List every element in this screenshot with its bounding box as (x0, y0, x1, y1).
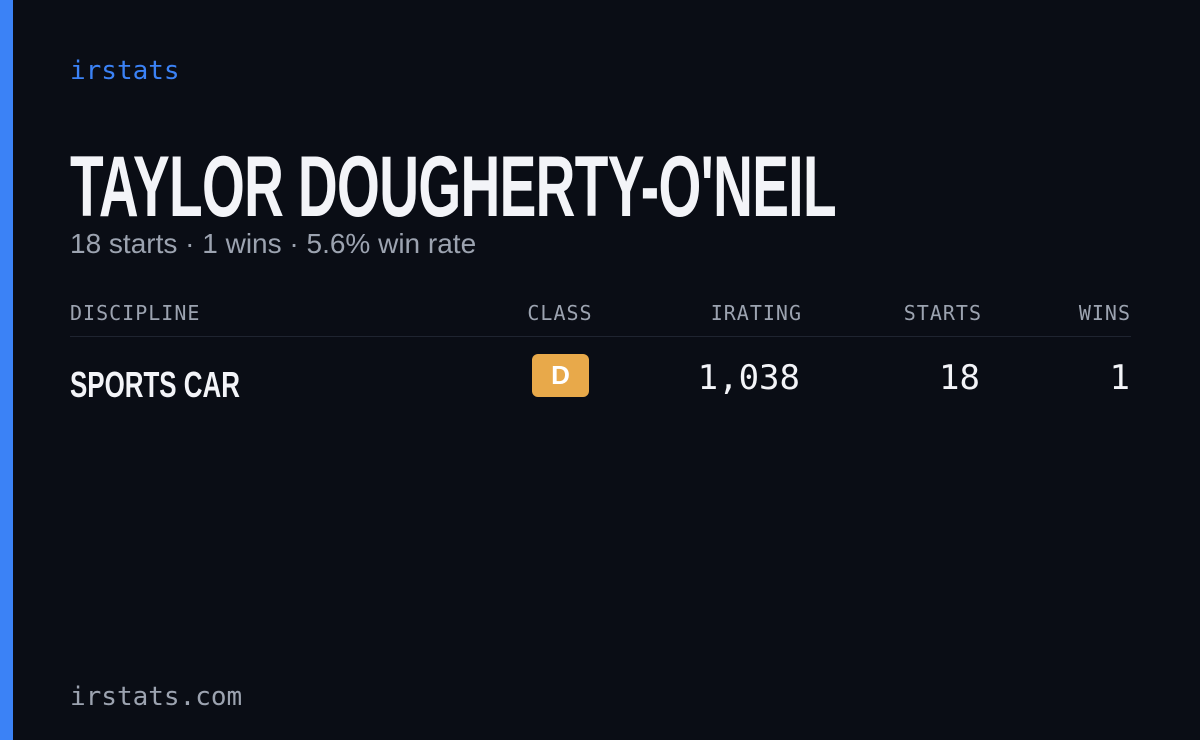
player-name: TAYLOR DOUGHERTY-O'NEIL (70, 139, 837, 235)
brand: irstats (70, 56, 180, 86)
accent-bar (0, 0, 13, 740)
column-header: WINS (1078, 301, 1131, 325)
irating: 1,038 (697, 358, 800, 398)
class-badge: D (532, 354, 589, 397)
footer: irstats.com (70, 682, 243, 712)
wins: 1 (1109, 358, 1130, 398)
column-header: STARTS (903, 301, 982, 325)
column-header: DISCIPLINE (70, 301, 201, 325)
starts: 18 (939, 358, 980, 398)
divider (70, 336, 1131, 337)
player-summary: 18 starts · 1 wins · 5.6% win rate (70, 228, 477, 259)
column-header: IRATING (710, 301, 802, 325)
discipline: SPORTS CAR (70, 364, 240, 405)
column-header: CLASS (527, 301, 593, 325)
